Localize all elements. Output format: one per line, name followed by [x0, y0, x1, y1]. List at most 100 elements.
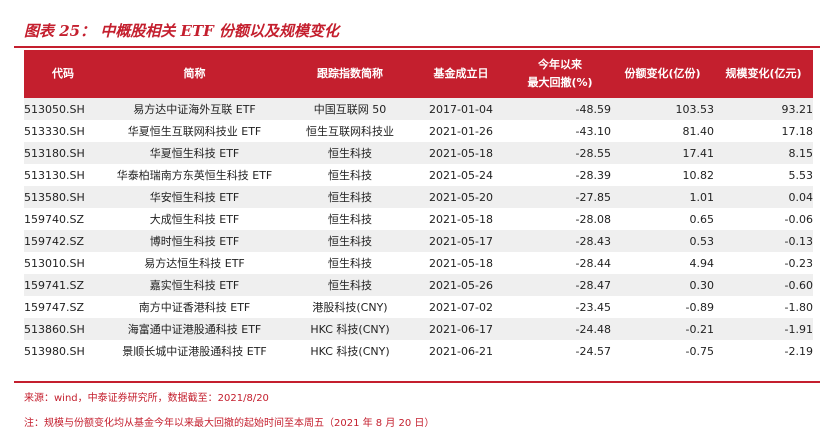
cell-share-change: -0.75	[611, 340, 714, 362]
cell-share-change: -0.89	[611, 296, 714, 318]
cell-code: 513330.SH	[24, 120, 102, 142]
table-row: 513050.SH 易方达中证海外互联 ETF 中国互联网 50 2017-01-04…	[24, 98, 813, 120]
header-name: 简称	[102, 50, 287, 98]
cell-date: 2021-05-20	[413, 186, 509, 208]
cell-date: 2017-01-04	[413, 98, 509, 120]
cell-code: 513980.SH	[24, 340, 102, 362]
cell-scale-change: -0.13	[714, 230, 813, 252]
cell-index: HKC 科技(CNY)	[287, 340, 413, 362]
cell-code: 159741.SZ	[24, 274, 102, 296]
figure-title-bar: 图表 25： 中概股相关 ETF 份额以及规模变化	[14, 18, 820, 48]
cell-index: 恒生科技	[287, 252, 413, 274]
table-row: 159747.SZ 南方中证香港科技 ETF 港股科技(CNY) 2021-07-02…	[24, 296, 813, 318]
cell-ytd-drawdown: -27.85	[509, 186, 611, 208]
table-row: 513980.SH 景顺长城中证港股通科技 ETF HKC 科技(CNY) 2021-…	[24, 340, 813, 362]
cell-scale-change: 17.18	[714, 120, 813, 142]
cell-code: 513180.SH	[24, 142, 102, 164]
cell-share-change: 1.01	[611, 186, 714, 208]
cell-ytd-drawdown: -48.59	[509, 98, 611, 120]
cell-ytd-drawdown: -28.44	[509, 252, 611, 274]
cell-code: 513860.SH	[24, 318, 102, 340]
cell-date: 2021-01-26	[413, 120, 509, 142]
table-row: 513010.SH 易方达恒生科技 ETF 恒生科技 2021-05-18 -28.44…	[24, 252, 813, 274]
header-ytd-drawdown: 今年以来 最大回撤(%)	[509, 50, 611, 98]
table-row: 159742.SZ 博时恒生科技 ETF 恒生科技 2021-05-17 -28.43 0…	[24, 230, 813, 252]
cell-date: 2021-05-24	[413, 164, 509, 186]
cell-name: 易方达恒生科技 ETF	[102, 252, 287, 274]
cell-code: 159747.SZ	[24, 296, 102, 318]
cell-scale-change: 93.21	[714, 98, 813, 120]
cell-ytd-drawdown: -28.43	[509, 230, 611, 252]
cell-scale-change: -1.91	[714, 318, 813, 340]
cell-share-change: 0.30	[611, 274, 714, 296]
table-row: 159740.SZ 大成恒生科技 ETF 恒生科技 2021-05-18 -28.08 0…	[24, 208, 813, 230]
cell-name: 华夏恒生互联网科技业 ETF	[102, 120, 287, 142]
cell-code: 513010.SH	[24, 252, 102, 274]
cell-name: 易方达中证海外互联 ETF	[102, 98, 287, 120]
cell-scale-change: 8.15	[714, 142, 813, 164]
cell-index: 恒生科技	[287, 208, 413, 230]
cell-index: 港股科技(CNY)	[287, 296, 413, 318]
cell-ytd-drawdown: -28.47	[509, 274, 611, 296]
cell-scale-change: -2.19	[714, 340, 813, 362]
cell-index: 恒生科技	[287, 274, 413, 296]
cell-share-change: 17.41	[611, 142, 714, 164]
remark-note: 注：规模与份额变化均从基金今年以来最大回撤的起始时间至本周五（2021 年 8 …	[24, 418, 435, 429]
cell-date: 2021-05-17	[413, 230, 509, 252]
cell-ytd-drawdown: -24.57	[509, 340, 611, 362]
header-row: 代码 简称 跟踪指数简称 基金成立日 今年以来 最大回撤(%) 份额变化(亿份)…	[24, 50, 813, 98]
figure-title: 图表 25： 中概股相关 ETF 份额以及规模变化	[24, 22, 340, 40]
cell-share-change: 0.53	[611, 230, 714, 252]
cell-name: 海富通中证港股通科技 ETF	[102, 318, 287, 340]
cell-date: 2021-07-02	[413, 296, 509, 318]
cell-name: 华夏恒生科技 ETF	[102, 142, 287, 164]
source-note: 来源：wind，中泰证券研究所，数据截至：2021/8/20	[24, 393, 269, 404]
cell-date: 2021-05-26	[413, 274, 509, 296]
cell-index: 恒生科技	[287, 230, 413, 252]
cell-scale-change: -0.23	[714, 252, 813, 274]
cell-date: 2021-05-18	[413, 142, 509, 164]
header-date: 基金成立日	[413, 50, 509, 98]
cell-code: 159740.SZ	[24, 208, 102, 230]
table-row: 513580.SH 华安恒生科技 ETF 恒生科技 2021-05-20 -27.85 1…	[24, 186, 813, 208]
cell-index: 中国互联网 50	[287, 98, 413, 120]
cell-code: 513130.SH	[24, 164, 102, 186]
header-ytd-line1: 今年以来	[538, 58, 582, 71]
cell-share-change: -0.21	[611, 318, 714, 340]
cell-date: 2021-06-17	[413, 318, 509, 340]
cell-code: 513580.SH	[24, 186, 102, 208]
cell-ytd-drawdown: -28.39	[509, 164, 611, 186]
cell-date: 2021-05-18	[413, 252, 509, 274]
cell-name: 南方中证香港科技 ETF	[102, 296, 287, 318]
header-share-change: 份额变化(亿份)	[611, 50, 714, 98]
table-body: 513050.SH 易方达中证海外互联 ETF 中国互联网 50 2017-01-04…	[24, 98, 813, 362]
cell-scale-change: -0.06	[714, 208, 813, 230]
table-header: 代码 简称 跟踪指数简称 基金成立日 今年以来 最大回撤(%) 份额变化(亿份)…	[24, 50, 813, 98]
cell-scale-change: 0.04	[714, 186, 813, 208]
cell-name: 大成恒生科技 ETF	[102, 208, 287, 230]
cell-share-change: 10.82	[611, 164, 714, 186]
cell-index: 恒生科技	[287, 186, 413, 208]
cell-share-change: 103.53	[611, 98, 714, 120]
cell-code: 159742.SZ	[24, 230, 102, 252]
table-row: 513180.SH 华夏恒生科技 ETF 恒生科技 2021-05-18 -28.55 1…	[24, 142, 813, 164]
header-code: 代码	[24, 50, 102, 98]
header-scale-change: 规模变化(亿元)	[714, 50, 813, 98]
cell-index: 恒生科技	[287, 142, 413, 164]
cell-share-change: 0.65	[611, 208, 714, 230]
cell-ytd-drawdown: -24.48	[509, 318, 611, 340]
cell-name: 博时恒生科技 ETF	[102, 230, 287, 252]
cell-name: 华泰柏瑞南方东英恒生科技 ETF	[102, 164, 287, 186]
table-row: 159741.SZ 嘉实恒生科技 ETF 恒生科技 2021-05-26 -28.47 0…	[24, 274, 813, 296]
cell-code: 513050.SH	[24, 98, 102, 120]
header-ytd-line2: 最大回撤(%)	[527, 76, 593, 89]
cell-name: 嘉实恒生科技 ETF	[102, 274, 287, 296]
bottom-rule	[14, 381, 820, 383]
cell-scale-change: 5.53	[714, 164, 813, 186]
table-row: 513860.SH 海富通中证港股通科技 ETF HKC 科技(CNY) 2021-0…	[24, 318, 813, 340]
cell-share-change: 4.94	[611, 252, 714, 274]
cell-share-change: 81.40	[611, 120, 714, 142]
cell-ytd-drawdown: -23.45	[509, 296, 611, 318]
cell-date: 2021-06-21	[413, 340, 509, 362]
cell-index: HKC 科技(CNY)	[287, 318, 413, 340]
